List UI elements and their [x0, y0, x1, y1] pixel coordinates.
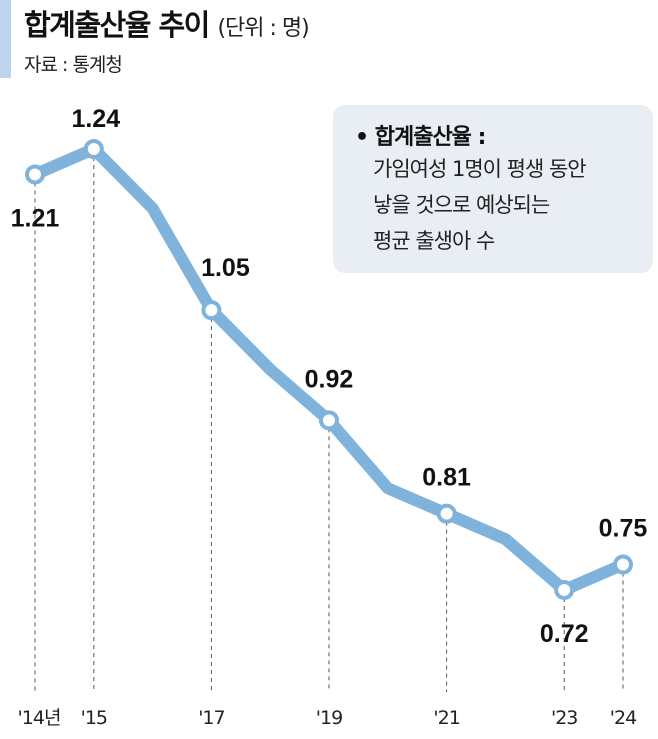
- note-line: 평균 출생아 수: [373, 229, 495, 253]
- data-label: 0.81: [422, 464, 471, 492]
- x-tick-label: '23: [551, 707, 577, 729]
- data-label: 0.75: [599, 515, 648, 543]
- x-tick-label: '21: [433, 707, 459, 729]
- x-tick-label: '17: [198, 707, 224, 729]
- unit-label: (단위 : 명): [217, 16, 309, 41]
- note-line: 가임여성 1명이 평생 동안: [373, 157, 587, 181]
- x-tick-label: '19: [316, 707, 342, 729]
- data-point-marker: [319, 410, 339, 431]
- title-accent-bar: [0, 0, 11, 78]
- definition-note: • 합계출산율 : 가임여성 1명이 평생 동안 낳을 것으로 예상되는 평균 …: [333, 105, 653, 273]
- data-point-marker: [201, 300, 222, 321]
- data-label: 1.05: [201, 254, 250, 282]
- x-tick-label: '15: [81, 707, 107, 729]
- data-point-marker: [25, 164, 45, 185]
- chart-title: 합계출산율 추이 (단위 : 명): [24, 2, 310, 44]
- data-point-marker: [554, 579, 575, 600]
- data-point-marker: [83, 139, 104, 159]
- data-point-marker: [613, 554, 633, 575]
- title-text: 합계출산율 추이: [24, 8, 210, 42]
- note-heading: • 합계출산율 :: [355, 125, 486, 150]
- data-point-marker: [436, 503, 457, 524]
- data-label: 1.21: [11, 204, 60, 232]
- data-label: 0.72: [540, 620, 589, 648]
- x-tick-label: '24: [610, 707, 637, 729]
- note-line: 낳을 것으로 예상되는: [373, 193, 550, 217]
- data-label: 1.24: [71, 105, 120, 133]
- data-label: 0.92: [305, 365, 354, 393]
- source-label: 자료 : 통계청: [24, 54, 123, 76]
- x-tick-label: '14년: [18, 707, 61, 729]
